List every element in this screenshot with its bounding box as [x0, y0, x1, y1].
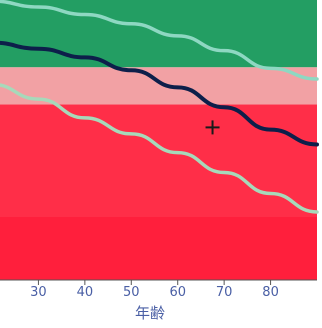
series-line-2: [0, 83, 319, 214]
x-tick-label-50: 50: [123, 285, 140, 300]
series-line-1: [0, 40, 319, 147]
marker-layer: [205, 120, 220, 135]
x-axis-ticks: 20304050607080: [0, 280, 279, 300]
x-tick-label-40: 40: [77, 285, 94, 300]
x-axis-label: 年齢: [135, 304, 165, 322]
series-line-0: [0, 0, 319, 81]
band-1: [0, 104, 317, 217]
band-0: [0, 217, 317, 280]
plus-marker-0: [205, 120, 220, 135]
x-tick-label-60: 60: [169, 285, 186, 300]
x-tick-label-80: 80: [262, 285, 279, 300]
band-2: [0, 67, 317, 105]
x-tick-label-70: 70: [216, 285, 233, 300]
background-bands: [0, 0, 317, 280]
series-lines: [0, 0, 319, 214]
x-tick-label-30: 30: [30, 285, 47, 300]
